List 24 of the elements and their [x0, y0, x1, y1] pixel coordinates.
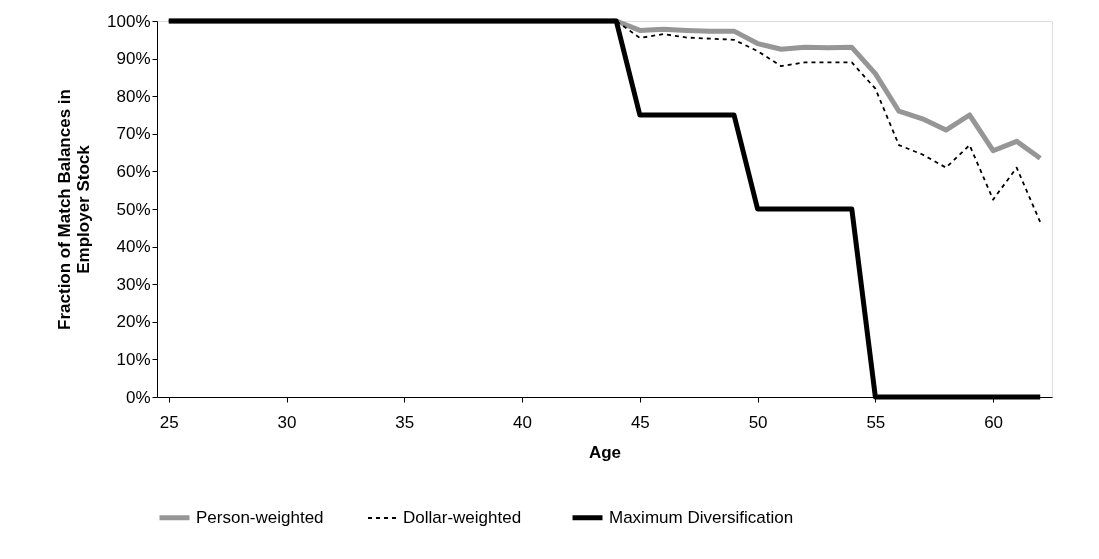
x-tick-label: 35: [395, 412, 415, 432]
y-tick-label: 50%: [116, 199, 151, 219]
legend-label: Maximum Diversification: [609, 507, 794, 527]
x-tick-label: 45: [630, 412, 650, 432]
legend-label: Person-weighted: [196, 507, 324, 527]
y-tick-label: 0%: [125, 387, 151, 407]
y-tick-label: 90%: [116, 49, 151, 69]
x-axis-title: Age: [588, 442, 622, 462]
y-tick-label: 30%: [116, 274, 151, 294]
x-tick-label: 30: [277, 412, 297, 432]
y-tick-label: 60%: [116, 161, 151, 181]
y-tick-label: 100%: [107, 11, 151, 31]
x-tick-label: 25: [159, 412, 179, 432]
y-axis-title: Fraction of Match Balances in Employer Stock: [55, 89, 94, 330]
x-tick-label: 40: [513, 412, 533, 432]
legend-label: Dollar-weighted: [403, 508, 522, 527]
y-tick-label: 20%: [116, 312, 151, 332]
x-tick-label: 60: [984, 412, 1004, 432]
y-tick-label: 40%: [116, 237, 151, 257]
y-tick-label: 10%: [116, 349, 151, 369]
y-tick-label: 80%: [116, 86, 151, 106]
x-tick-label: 50: [748, 412, 768, 432]
x-tick-label: 55: [866, 412, 886, 432]
y-tick-label: 70%: [116, 124, 151, 144]
